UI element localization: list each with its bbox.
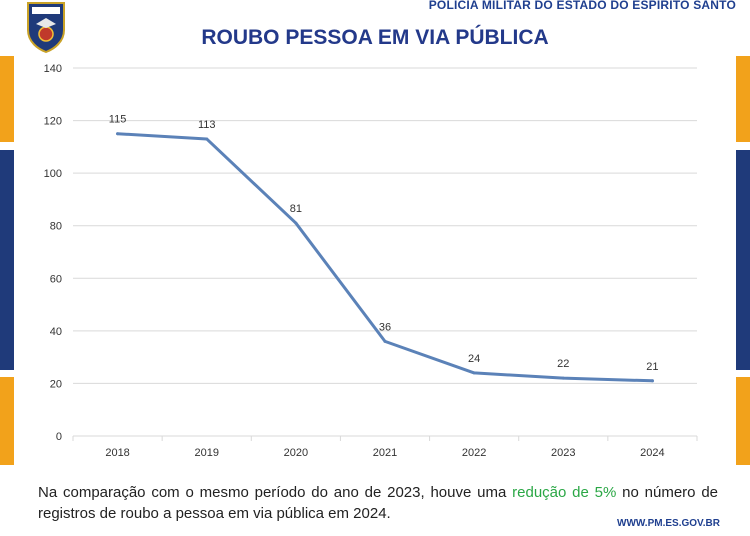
summary-text: Na comparação com o mesmo período do ano… [38,482,718,524]
data-point-2024 [650,379,654,383]
y-tick-label-20: 20 [50,378,62,390]
y-tick-label-60: 60 [50,273,62,285]
data-label-2018: 115 [109,114,127,126]
y-tick-label-120: 120 [44,116,62,128]
data-point-2019 [205,137,209,141]
data-label-2022: 24 [468,353,480,365]
y-tick-label-0: 0 [56,431,62,443]
y-tick-label-140: 140 [44,63,62,75]
x-tick-label-2020: 2020 [284,447,308,459]
chart-title: ROUBO PESSOA EM VIA PÚBLICA [201,26,549,49]
data-label-2023: 22 [557,358,569,370]
website-url: WWW.PM.ES.GOV.BR [617,518,720,529]
x-tick-label-2019: 2019 [194,447,218,459]
x-tick-label-2021: 2021 [373,447,397,459]
agency-name: POLÍCIA MILITAR DO ESTADO DO ESPÍRITO SA… [428,0,736,12]
data-point-2018 [116,132,120,136]
series-line [116,132,654,383]
y-tick-label-40: 40 [50,326,62,338]
data-point-2021 [383,339,387,343]
right-orange-bar-bottom [736,377,750,465]
right-navy-bar [736,150,750,370]
x-tick-label-2024: 2024 [640,447,664,459]
data-point-2023 [561,376,565,380]
summary-text-start: Na comparação com o mesmo período do ano… [38,484,513,501]
data-label-2021: 36 [379,321,391,333]
x-tick-label-2023: 2023 [551,447,575,459]
data-label-2019: 113 [198,119,216,131]
data-label-2020: 81 [290,203,302,215]
right-orange-bar-top [736,56,750,142]
line-chart: 0 20 40 60 80 100 120 140 2018 2019 2020 2021 2022 20… [44,63,698,459]
y-tick-label-100: 100 [44,168,62,180]
x-tick-label-2022: 2022 [462,447,486,459]
data-point-2020 [294,221,298,225]
summary-text-end: no número de registros de roubo a pessoa… [38,484,718,522]
left-navy-bar [0,150,14,370]
data-label-2024: 21 [646,361,658,373]
left-orange-bar-top [0,56,14,142]
y-tick-label-80: 80 [50,221,62,233]
police-badge-logo [27,2,65,54]
top-bar [0,0,750,10]
summary-highlight: redução de 5% [512,484,617,501]
x-tick-label-2018: 2018 [105,447,129,459]
data-point-2022 [472,371,476,375]
left-orange-bar-bottom [0,377,14,465]
